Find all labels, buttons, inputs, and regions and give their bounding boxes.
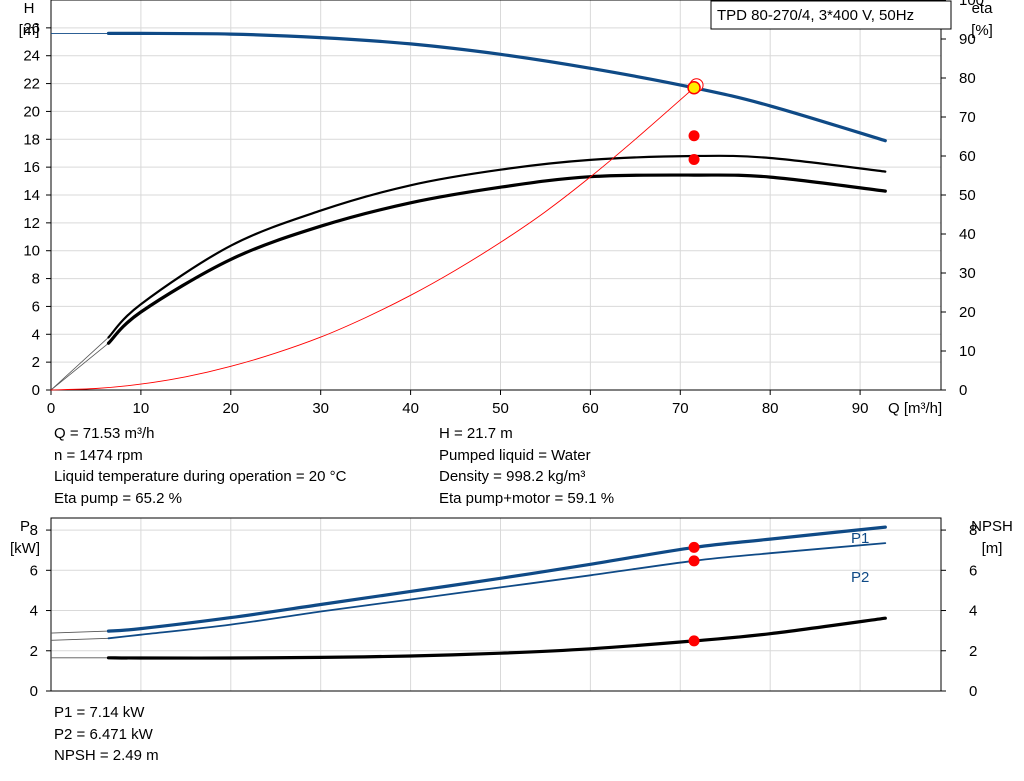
x-tick-label: 20 [222, 400, 239, 417]
eta-tick-label: 40 [959, 226, 976, 243]
bottom-grid [51, 518, 941, 691]
npsh-axis-label: NPSH [971, 518, 1013, 535]
eta-tick-label: 80 [959, 70, 976, 87]
eta-tick-label: 30 [959, 265, 976, 282]
p-axis-label: P [20, 518, 30, 535]
p-tick-label: 2 [30, 643, 38, 660]
x-tick-label: 70 [672, 400, 689, 417]
h-tick-label: 4 [32, 326, 40, 343]
eta-tick-label: 20 [959, 304, 976, 321]
h-tick-label: 6 [32, 298, 40, 315]
eta-tick-label: 0 [959, 382, 967, 399]
npsh-unit-label: [m] [982, 540, 1003, 557]
p1-curve-extension [50, 630, 109, 634]
info-pumped-liquid: Pumped liquid = Water [439, 446, 591, 464]
p2-curve [107, 542, 887, 640]
p-tick-label: 4 [30, 603, 38, 620]
bottom-curves [50, 525, 887, 660]
eta-pump-curve [107, 154, 887, 339]
eta-pump-motor-curve [106, 173, 887, 345]
h-tick-label: 14 [23, 187, 40, 204]
eta-tick-label: 70 [959, 109, 976, 126]
h-tick-label: 12 [23, 215, 40, 232]
npsh-tick-label: 2 [969, 643, 977, 660]
h-tick-label: 8 [32, 271, 40, 288]
operating-point-markers [687, 78, 704, 647]
eta-tick-label: 90 [959, 31, 976, 48]
npsh-curve [106, 616, 887, 660]
p-tick-label: 0 [30, 683, 38, 700]
p-unit-label: [kW] [10, 540, 40, 557]
system-curve [50, 87, 695, 391]
x-tick-label: 10 [133, 400, 150, 417]
h-tick-label: 0 [32, 382, 40, 399]
info-npsh: NPSH = 2.49 m [54, 747, 159, 764]
p1-marker [688, 541, 700, 553]
h-tick-label: 24 [23, 48, 40, 65]
h-tick-label: 22 [23, 76, 40, 93]
info-liquid-temp: Liquid temperature during operation = 20… [54, 468, 347, 485]
top-grid [51, 0, 941, 390]
p1-series-label: P1 [851, 530, 869, 547]
title-box [710, 0, 952, 30]
npsh-tick-label: 0 [969, 683, 977, 700]
info-n: n = 1474 rpm [54, 446, 143, 464]
x-tick-label: 30 [312, 400, 329, 417]
p-tick-label: 8 [30, 522, 38, 539]
x-tick-label: 80 [762, 400, 779, 417]
p-tick-label: 6 [30, 562, 38, 579]
h-unit-label: [m] [19, 22, 40, 39]
npsh-tick-label: 8 [969, 522, 977, 539]
p2-curve-extension [50, 637, 109, 641]
p2-series-label: P2 [851, 569, 869, 586]
top-tick-labels: 0 10 20 30 40 50 60 70 80 90024681012141618202224… [23, 0, 984, 417]
chart-title: TPD 80-270/4, 3*400 V, 50Hz [717, 7, 914, 24]
info-density: Density = 998.2 kg/m³ [439, 468, 586, 485]
eta-pump-motor-marker [688, 154, 700, 166]
p2-marker [688, 555, 700, 567]
h-tick-label: 20 [23, 103, 40, 120]
info-h: H = 21.7 m [439, 425, 513, 442]
bottom-tick-labels: 0 2 4 6 8 0 2 4 6 8 [30, 522, 978, 700]
eta-tick-label: 100 [959, 0, 984, 9]
eta-curve-extension [50, 337, 109, 391]
eta-curve-extension [50, 342, 109, 391]
npsh-marker [688, 635, 700, 647]
x-tick-label: 50 [492, 400, 509, 417]
h-tick-label: 16 [23, 159, 40, 176]
x-tick-label: 40 [402, 400, 419, 417]
duty-point-marker [687, 81, 701, 95]
info-eta-pump-motor: Eta pump+motor = 59.1 % [439, 489, 615, 507]
npsh-tick-label: 6 [969, 562, 977, 579]
info-p2: P2 = 6.471 kW [54, 725, 153, 743]
h-curve [106, 31, 887, 143]
top-info-left: Q = 71.53 m³/h n = 1474 rpm Liquid tempe… [54, 423, 346, 509]
x-tick-label: 90 [852, 400, 869, 417]
h-axis-label: H [24, 0, 35, 17]
q-axis-label: Q [m³/h] [888, 400, 942, 417]
info-eta-pump: Eta pump = 65.2 % [54, 489, 182, 507]
h-tick-label: 2 [32, 354, 40, 371]
bottom-plot-frame [50, 517, 942, 692]
x-tick-label: 60 [582, 400, 599, 417]
h-tick-label: 26 [23, 20, 40, 37]
eta-axis-label: eta [972, 0, 994, 17]
npsh-tick-label: 4 [969, 603, 977, 620]
h-tick-label: 10 [23, 243, 40, 260]
p1-curve [106, 525, 887, 633]
eta-unit-label: [%] [971, 22, 993, 39]
top-info-right: H = 21.7 m Pumped liquid = Water Density… [439, 423, 614, 509]
bottom-info: P1 = 7.14 kW P2 = 6.471 kW NPSH = 2.49 m [54, 702, 159, 767]
h-tick-label: 18 [23, 131, 40, 148]
eta-tick-label: 50 [959, 187, 976, 204]
top-curves [50, 31, 887, 391]
eta-pump-marker [688, 130, 700, 142]
x-tick-label: 0 [47, 400, 55, 417]
info-p1: P1 = 7.14 kW [54, 704, 145, 721]
eta-tick-label: 10 [959, 343, 976, 360]
eta-tick-label: 60 [959, 148, 976, 165]
info-q: Q = 71.53 m³/h [54, 425, 155, 442]
